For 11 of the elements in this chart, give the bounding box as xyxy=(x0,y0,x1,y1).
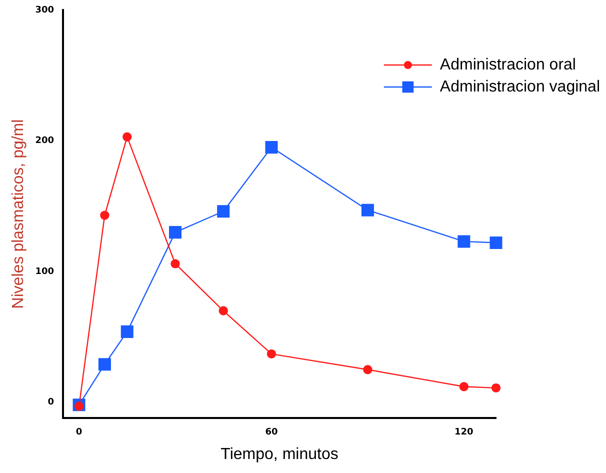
x-axis-title: Tiempo, minutos xyxy=(220,446,338,463)
x-tick-label: 60 xyxy=(265,428,278,438)
y-axis-title: Niveles plasmaticos, pg/ml xyxy=(10,119,28,309)
legend-label: Administracion oral xyxy=(440,56,576,74)
y-tick-label: 0 xyxy=(48,398,54,408)
x-tick-label: 120 xyxy=(454,428,474,438)
y-tick-label: 100 xyxy=(35,266,54,277)
y-tick-label: 300 xyxy=(35,5,54,16)
x-tick-label: 0 xyxy=(76,428,82,438)
legend-label: Administracion vaginal xyxy=(440,78,600,96)
y-tick-label: 200 xyxy=(35,136,54,146)
